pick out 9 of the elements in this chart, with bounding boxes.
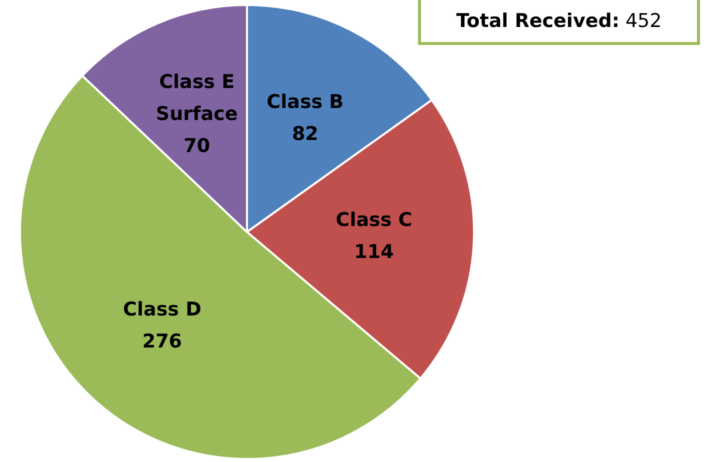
data-label: 114 xyxy=(354,241,394,264)
slice-label: Class D xyxy=(123,298,202,321)
data-label: 82 xyxy=(292,122,318,145)
text: Total Received: 452 xyxy=(418,0,700,45)
data-label: 70 xyxy=(184,135,210,158)
slice-label: Class B xyxy=(266,90,344,113)
slice-label: Class E Surface xyxy=(156,71,238,126)
data-label: 276 xyxy=(142,330,182,353)
slice-label: Class C xyxy=(336,209,412,232)
